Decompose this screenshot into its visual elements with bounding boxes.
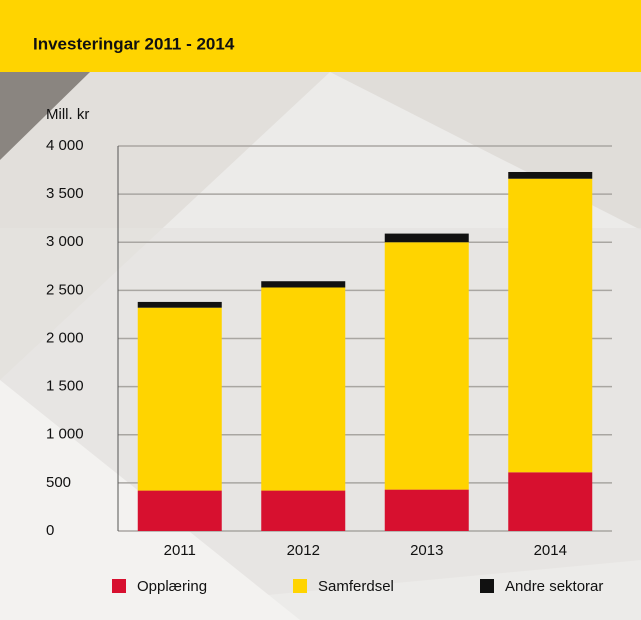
bar-segment [384, 233, 469, 243]
legend-swatch [112, 579, 126, 593]
bar-segment [261, 287, 346, 491]
y-tick-label: 2 000 [46, 329, 84, 346]
legend-swatch [293, 579, 307, 593]
bar-segment [384, 242, 469, 490]
bar-segment [137, 301, 222, 308]
y-tick-label: 1 500 [46, 378, 84, 395]
legend-label: Samferdsel [318, 578, 394, 595]
legend-swatch [480, 579, 494, 593]
bar-segment [137, 307, 222, 491]
bar-segment [508, 178, 593, 473]
bar-segment [137, 490, 222, 531]
y-axis-label: Mill. kr [46, 106, 89, 123]
bar-segment [261, 281, 346, 288]
bar-segment [508, 171, 593, 179]
y-tick-label: 1 000 [46, 426, 84, 443]
y-tick-label: 2 500 [46, 281, 84, 298]
header [0, 0, 641, 72]
bar-segment [508, 472, 593, 531]
y-tick-label: 4 000 [46, 137, 84, 154]
chart-title: Investeringar 2011 - 2014 [33, 34, 235, 53]
legend-label: Andre sektorar [505, 578, 603, 595]
y-tick-label: 0 [46, 522, 54, 539]
x-tick-label: 2012 [287, 542, 320, 559]
x-tick-label: 2014 [534, 542, 567, 559]
y-tick-label: 3 500 [46, 185, 84, 202]
x-tick-label: 2011 [164, 542, 196, 559]
legend-label: Opplæring [137, 578, 207, 595]
bar-segment [261, 490, 346, 531]
bar-segment [384, 489, 469, 531]
y-tick-label: 3 000 [46, 233, 84, 250]
y-tick-label: 500 [46, 474, 71, 491]
x-tick-label: 2013 [410, 542, 443, 559]
decoration [0, 72, 90, 160]
